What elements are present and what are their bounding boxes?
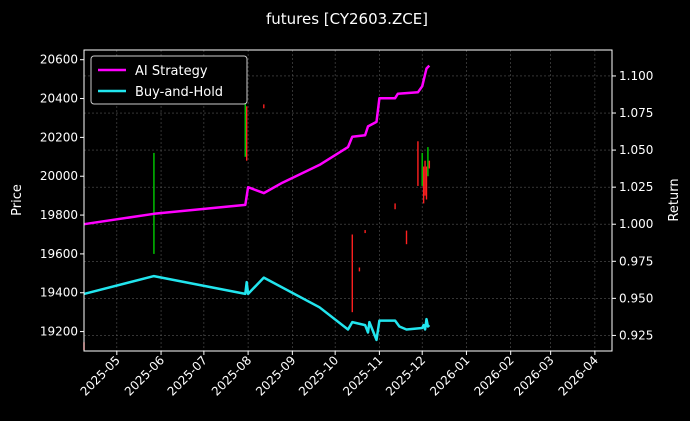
y-tick-label-right: 0.950 bbox=[619, 291, 653, 305]
y-tick-label-right: 1.000 bbox=[619, 217, 653, 231]
y-tick-label-left: 20400 bbox=[40, 92, 78, 106]
y-tick-label-left: 20600 bbox=[40, 53, 78, 67]
y-tick-label-right: 1.050 bbox=[619, 143, 653, 157]
y-tick-label-left: 20000 bbox=[40, 169, 78, 183]
y-tick-label-left: 19600 bbox=[40, 247, 78, 261]
y-axis-right: 0.925 0.950 0.975 1.000 1.025 1.050 1.075 1.100 bbox=[612, 69, 653, 342]
y-tick-label-left: 19400 bbox=[40, 286, 78, 300]
y-tick-label-left: 19200 bbox=[40, 325, 78, 339]
series-line-buy-and-hold bbox=[83, 274, 431, 342]
y-tick-label-left: 19800 bbox=[40, 208, 78, 222]
y-axis-label-right: Return bbox=[667, 178, 682, 221]
legend: AI Strategy Buy-and-Hold bbox=[90, 55, 248, 105]
legend-label-buy-and-hold: Buy-and-Hold bbox=[135, 85, 223, 100]
y-axis-label-left: Price bbox=[10, 184, 25, 216]
series-lines bbox=[83, 64, 431, 342]
y-tick-label-right: 1.025 bbox=[619, 180, 653, 194]
chart-title: futures [CY2603.ZCE] bbox=[266, 10, 428, 28]
y-tick-label-right: 0.975 bbox=[619, 254, 653, 268]
y-axis-left: 19200 19400 19600 19800 20000 20200 20400 20600 bbox=[40, 53, 84, 339]
y-tick-label-right: 0.925 bbox=[619, 328, 653, 342]
y-tick-label-right: 1.100 bbox=[619, 69, 653, 83]
plot-frame bbox=[83, 49, 613, 352]
legend-box bbox=[90, 55, 248, 105]
y-tick-label-right: 1.075 bbox=[619, 106, 653, 120]
legend-label-ai-strategy: AI Strategy bbox=[135, 64, 208, 79]
series-line-ai-strategy bbox=[83, 64, 431, 226]
y-tick-label-left: 20200 bbox=[40, 130, 78, 144]
